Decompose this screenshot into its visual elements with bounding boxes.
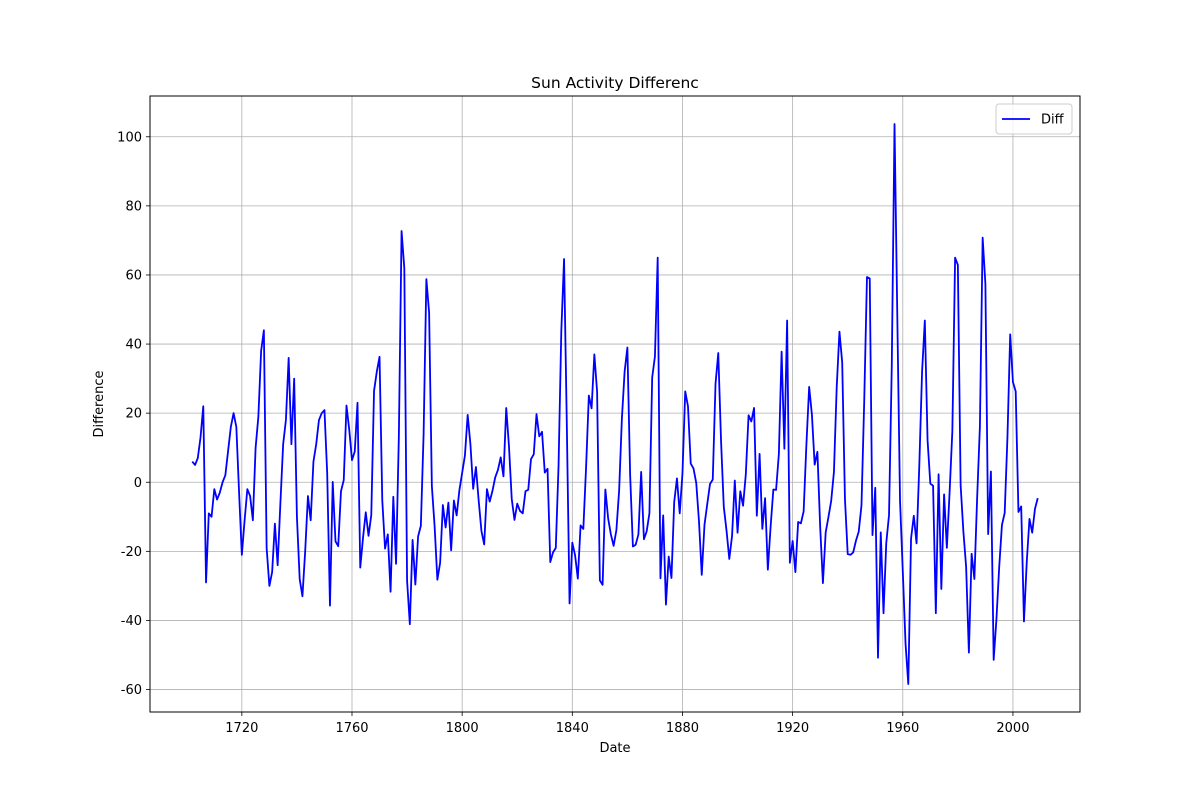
- x-tick-label: 1760: [335, 721, 368, 736]
- y-tick-label: -60: [121, 683, 142, 698]
- x-tick-label: 1920: [776, 721, 809, 736]
- y-tick-label: -40: [121, 614, 142, 629]
- data-line: [191, 123, 1039, 685]
- legend-box: [995, 103, 1073, 135]
- x-tick-label: 1800: [446, 721, 479, 736]
- y-tick-label: -20: [121, 545, 142, 560]
- x-axis-label: Date: [599, 741, 630, 756]
- y-tick-label: 40: [125, 338, 142, 353]
- plot-frame: [149, 95, 1081, 713]
- x-tick-label: 1880: [666, 721, 699, 736]
- x-tick-label: 1720: [225, 721, 258, 736]
- y-tick-label: 80: [125, 199, 142, 214]
- y-tick-label: 100: [117, 130, 142, 145]
- chart-title: Sun Activity Differenc: [531, 74, 699, 92]
- y-axis-label: Difference: [92, 370, 107, 437]
- x-tick-label: 1840: [556, 721, 589, 736]
- y-tick-label: 60: [125, 268, 142, 283]
- y-tick-label: 0: [134, 476, 142, 491]
- y-tick-label: 20: [125, 407, 142, 422]
- x-tick-label: 1960: [886, 721, 919, 736]
- legend-label: Diff: [1041, 113, 1065, 128]
- x-tick-label: 2000: [996, 721, 1029, 736]
